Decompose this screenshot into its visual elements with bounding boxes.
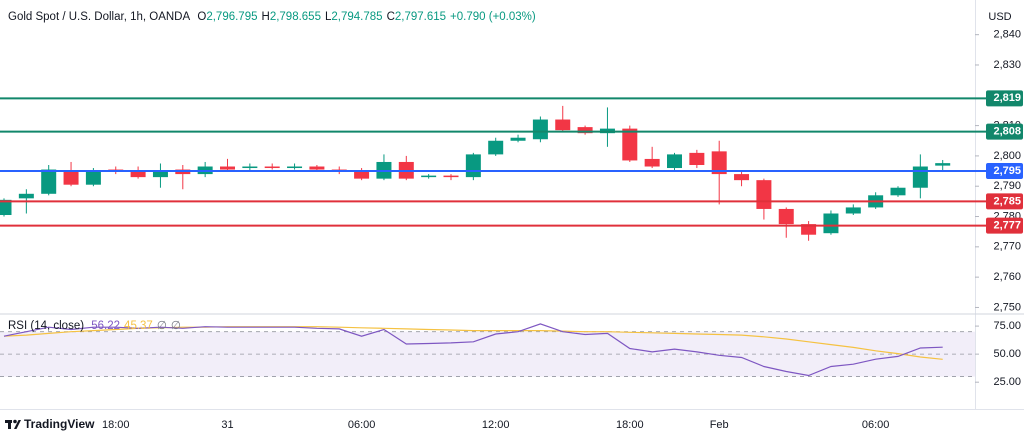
candle-body [622, 128, 638, 161]
candle-body [443, 175, 459, 178]
x-tick-label: 18:00 [616, 419, 644, 431]
ohlc-label: C [386, 11, 395, 23]
level-label: 2,795 [993, 165, 1021, 177]
candle-body [63, 171, 79, 185]
candle-body [488, 140, 504, 155]
candle-body [354, 171, 370, 179]
y-tick-label: 2,800 [993, 150, 1021, 162]
candle-body [689, 152, 705, 165]
candle-body [152, 171, 168, 178]
level-label-box [986, 90, 1023, 107]
rsi-y-tick-label: 25.00 [993, 376, 1021, 388]
candle-body [935, 163, 951, 166]
candle-body [264, 166, 280, 169]
y-tick-label: 2,790 [993, 180, 1021, 192]
candle-body [465, 154, 481, 178]
candle-body [510, 137, 526, 141]
y-tick-label: 2,770 [993, 241, 1021, 253]
candle-body [667, 154, 682, 169]
level-label: 2,777 [993, 220, 1021, 232]
candle-body [912, 166, 928, 188]
brand-name: TradingView [24, 417, 95, 431]
candle-body [41, 169, 57, 194]
candle-body [532, 119, 548, 140]
x-tick-label: 06:00 [862, 419, 890, 431]
rsi-extra: ∅ [170, 320, 181, 332]
level-label-box [986, 193, 1023, 210]
y-tick-label: 2,830 [993, 59, 1021, 71]
level-label: 2,808 [993, 126, 1021, 138]
ohlc-value: 2,796.795 [206, 11, 258, 23]
rsi-title: RSI (14, close) [8, 320, 85, 332]
ohlc-label: O [197, 11, 207, 23]
level-label-box [986, 217, 1023, 234]
rsi-value: 56.22 [91, 320, 121, 332]
currency-label: USD [988, 11, 1011, 23]
candle-body [287, 166, 303, 169]
candle-body [18, 193, 34, 199]
level-label-box [986, 123, 1023, 140]
symbol-title: Gold Spot / U.S. Dollar, 1h, OANDA [8, 11, 191, 23]
candle-body [309, 166, 325, 170]
logo-shape [14, 420, 21, 429]
rsi-ma-value: 45.37 [124, 320, 153, 332]
logo-shape [13, 419, 17, 424]
rsi-line [3, 323, 943, 377]
y-tick-label: 2,750 [993, 301, 1021, 313]
candle-body [130, 171, 146, 178]
candle-body [734, 174, 750, 181]
candle-body [823, 213, 839, 234]
candle-body [421, 175, 437, 178]
candle-body [801, 224, 817, 235]
candle-body [845, 207, 861, 214]
ohlc-value: 2,798.655 [269, 11, 321, 23]
rsi-extra: ∅ [156, 320, 167, 332]
rsi-y-tick-label: 75.00 [993, 320, 1021, 332]
level-label: 2,819 [993, 92, 1021, 104]
level-label: 2,785 [993, 195, 1021, 207]
x-tick-label: 31 [221, 419, 233, 431]
price-change: +0.790 (+0.03%) [450, 11, 536, 23]
ohlc-value: 2,797.615 [394, 11, 447, 23]
x-tick-label: Feb [710, 419, 729, 431]
ohlc-label: L [324, 11, 332, 23]
candle-body [756, 180, 772, 209]
y-tick-label: 2,760 [993, 271, 1021, 283]
ohlc-value: 2,794.785 [331, 11, 383, 23]
y-tick-label: 2,840 [993, 29, 1021, 41]
rsi-y-tick-label: 50.00 [993, 348, 1021, 360]
candle-body [890, 187, 906, 196]
candle-body [220, 166, 235, 170]
level-label-box [986, 163, 1023, 180]
x-tick-label: 06:00 [348, 419, 376, 431]
candle-body [778, 208, 794, 225]
x-tick-label: 12:00 [482, 419, 510, 431]
symbol-legend: Gold Spot / U.S. Dollar, 1h, OANDA O2,79… [8, 11, 540, 23]
candle-body [85, 171, 101, 185]
logo-shape [8, 420, 11, 429]
ohlc-label: H [261, 11, 270, 23]
candle-body [0, 199, 12, 216]
candle-body [711, 151, 727, 175]
x-tick-label: 18:00 [102, 419, 130, 431]
rsi-legend: RSI (14, close) 56.22 45.37 ∅ ∅ [8, 318, 185, 332]
candle-body [644, 158, 660, 167]
candle-body [577, 127, 593, 134]
brand-logo [5, 419, 21, 429]
candle-body [555, 119, 571, 131]
candle-body [242, 166, 258, 169]
